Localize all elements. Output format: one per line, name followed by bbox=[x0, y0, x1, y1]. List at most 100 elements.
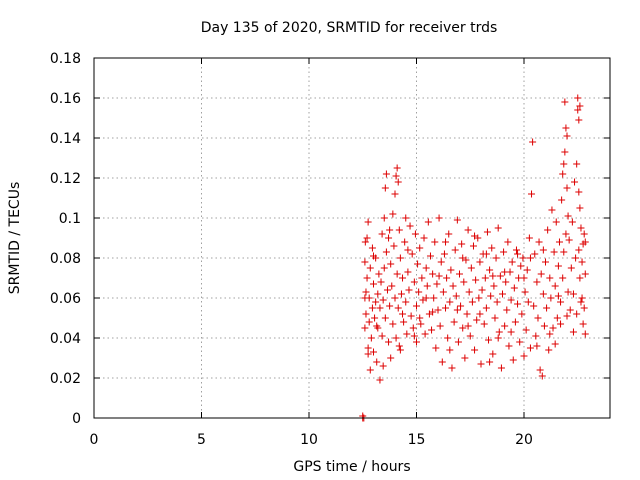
data-point bbox=[385, 338, 393, 346]
data-point bbox=[367, 334, 375, 342]
y-tick-label: 0.1 bbox=[59, 211, 81, 227]
data-point bbox=[410, 332, 418, 340]
data-point bbox=[464, 226, 472, 234]
data-point bbox=[400, 318, 408, 326]
data-point bbox=[389, 320, 397, 328]
data-point bbox=[379, 362, 387, 370]
data-point bbox=[483, 228, 491, 236]
data-point bbox=[361, 238, 369, 246]
data-point bbox=[374, 290, 382, 298]
data-point bbox=[578, 294, 586, 302]
data-point bbox=[472, 276, 480, 284]
data-point bbox=[540, 322, 548, 330]
data-point bbox=[539, 246, 547, 254]
data-point bbox=[364, 344, 372, 352]
y-axis-label: SRMTID / TECUs bbox=[7, 182, 23, 295]
data-point bbox=[561, 148, 569, 156]
data-point bbox=[435, 272, 443, 280]
data-point bbox=[408, 250, 416, 258]
data-point bbox=[399, 310, 407, 318]
data-point bbox=[433, 280, 441, 288]
data-point bbox=[530, 302, 538, 310]
x-tick-label: 5 bbox=[197, 432, 206, 448]
data-point bbox=[439, 288, 447, 296]
data-point bbox=[567, 264, 575, 272]
data-point bbox=[361, 258, 369, 266]
data-point bbox=[451, 246, 459, 254]
y-tick-label: 0.08 bbox=[50, 251, 81, 267]
data-point bbox=[423, 282, 431, 290]
data-point bbox=[547, 294, 555, 302]
data-point bbox=[482, 250, 490, 258]
data-point bbox=[440, 250, 448, 258]
data-point bbox=[543, 304, 551, 312]
data-point bbox=[500, 248, 508, 256]
data-point bbox=[488, 244, 496, 252]
data-point bbox=[495, 328, 503, 336]
data-point bbox=[464, 322, 472, 330]
data-point bbox=[449, 282, 457, 290]
data-point bbox=[448, 364, 456, 372]
data-point bbox=[511, 318, 519, 326]
x-tick-label: 15 bbox=[408, 432, 426, 448]
data-point bbox=[538, 372, 546, 380]
data-point bbox=[549, 324, 557, 332]
data-point bbox=[580, 304, 588, 312]
data-point bbox=[418, 274, 426, 282]
data-point bbox=[476, 310, 484, 318]
data-point bbox=[581, 270, 589, 278]
data-point bbox=[525, 234, 533, 242]
data-point bbox=[368, 304, 376, 312]
data-point bbox=[373, 322, 381, 330]
data-point bbox=[456, 270, 463, 278]
data-point bbox=[526, 254, 534, 262]
data-point bbox=[410, 278, 418, 286]
data-point bbox=[490, 282, 498, 290]
data-point bbox=[536, 366, 544, 374]
data-point bbox=[378, 332, 386, 340]
data-point bbox=[480, 320, 488, 328]
data-point bbox=[571, 178, 579, 186]
data-point bbox=[576, 102, 584, 110]
data-point bbox=[363, 274, 371, 282]
data-point bbox=[376, 376, 384, 384]
data-point bbox=[405, 286, 413, 294]
data-point bbox=[415, 288, 423, 296]
data-point bbox=[503, 306, 511, 314]
data-point bbox=[399, 274, 407, 282]
data-point bbox=[469, 242, 477, 250]
data-point bbox=[574, 106, 582, 114]
data-point bbox=[519, 254, 527, 262]
data-point bbox=[546, 274, 554, 282]
data-point bbox=[445, 230, 453, 238]
data-point bbox=[362, 288, 370, 296]
data-point bbox=[438, 358, 446, 366]
data-point bbox=[365, 294, 373, 302]
data-point bbox=[531, 250, 539, 258]
data-point bbox=[442, 304, 450, 312]
data-point bbox=[460, 278, 468, 286]
data-point bbox=[450, 318, 458, 326]
data-point bbox=[562, 124, 570, 132]
y-tick-label: 0.06 bbox=[50, 291, 81, 307]
data-point bbox=[551, 340, 559, 348]
data-point bbox=[563, 184, 571, 192]
data-point bbox=[572, 254, 580, 262]
data-point bbox=[393, 270, 401, 278]
data-point bbox=[520, 352, 528, 360]
data-point bbox=[387, 260, 395, 268]
data-point bbox=[409, 324, 417, 332]
y-tick-label: 0.02 bbox=[50, 371, 81, 387]
data-point bbox=[401, 238, 409, 246]
grid-lines bbox=[94, 58, 610, 418]
data-point bbox=[394, 178, 402, 186]
data-point bbox=[489, 350, 497, 358]
data-point bbox=[452, 292, 460, 300]
data-point bbox=[504, 238, 512, 246]
data-point bbox=[563, 132, 571, 140]
data-point bbox=[391, 294, 399, 302]
data-point bbox=[422, 294, 430, 302]
x-tick-label: 20 bbox=[515, 432, 533, 448]
data-point bbox=[517, 262, 525, 270]
data-point bbox=[383, 286, 391, 294]
